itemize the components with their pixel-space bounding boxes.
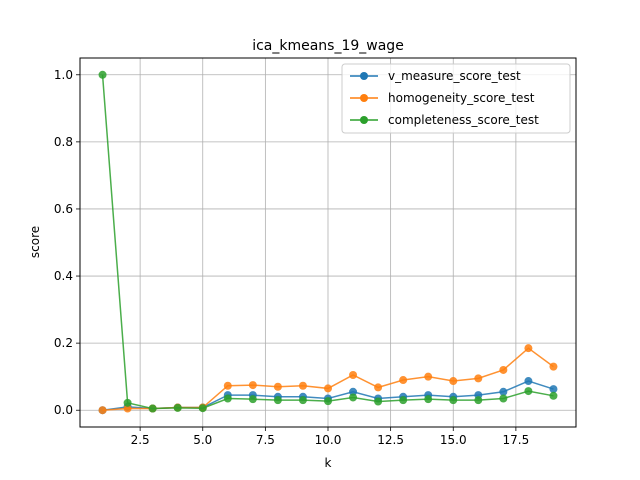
data-point	[524, 344, 533, 353]
data-point	[499, 394, 508, 403]
series-completeness-score-test	[98, 70, 558, 413]
data-point	[474, 396, 483, 405]
data-point	[499, 365, 508, 374]
x-axis-ticks: 2.5 5.0 7.5 10.0 12.5 15.0 17.5	[131, 427, 530, 447]
y-tick-label: 1.0	[54, 68, 73, 82]
data-point	[374, 397, 383, 406]
x-tick-label: 2.5	[131, 433, 150, 447]
data-point	[198, 404, 207, 413]
data-point	[123, 398, 132, 407]
x-tick-label: 17.5	[503, 433, 530, 447]
data-point	[524, 377, 533, 386]
data-point	[424, 395, 433, 404]
x-tick-label: 12.5	[377, 433, 404, 447]
x-tick-label: 10.0	[315, 433, 342, 447]
data-point	[173, 403, 182, 412]
legend: v_measure_score_test homogeneity_score_te…	[341, 63, 571, 134]
data-point	[223, 394, 232, 403]
data-point	[349, 393, 358, 402]
y-tick-label: 0.4	[54, 269, 73, 283]
legend-marker	[360, 94, 368, 102]
grid-lines	[80, 58, 576, 427]
y-tick-label: 0.2	[54, 336, 73, 350]
data-point	[148, 404, 157, 413]
y-tick-label: 0.6	[54, 202, 73, 216]
chart-title: ica_kmeans_19_wage	[252, 38, 404, 54]
data-point	[374, 383, 383, 392]
data-point	[123, 404, 132, 413]
data-point	[98, 406, 107, 415]
legend-item: homogeneity_score_test	[350, 91, 535, 105]
legend-marker	[360, 72, 368, 80]
data-point	[273, 396, 282, 405]
data-point	[449, 377, 458, 386]
y-axis-ticks: 0.0 0.2 0.4 0.6 0.8 1.0	[54, 68, 80, 417]
data-point	[324, 397, 332, 406]
x-tick-label: 5.0	[193, 433, 212, 447]
data-point	[324, 384, 332, 393]
data-point	[298, 396, 307, 405]
data-point	[98, 70, 107, 79]
data-point	[524, 387, 533, 396]
data-point	[223, 381, 232, 390]
data-point	[424, 372, 433, 381]
x-tick-label: 15.0	[440, 433, 467, 447]
data-point	[349, 387, 358, 396]
data-point	[499, 387, 508, 396]
series-layer	[98, 70, 558, 415]
y-tick-label: 0.0	[54, 403, 73, 417]
data-point	[248, 395, 257, 404]
x-axis-label: k	[325, 456, 332, 470]
legend-label: homogeneity_score_test	[388, 91, 535, 105]
data-point	[549, 362, 558, 371]
data-point	[474, 374, 483, 383]
data-point	[349, 371, 358, 380]
data-point	[248, 381, 257, 390]
data-point	[449, 396, 458, 405]
legend-item: completeness_score_test	[350, 113, 539, 127]
legend-marker	[360, 116, 368, 124]
legend-label: v_measure_score_test	[388, 69, 521, 83]
legend-item: v_measure_score_test	[350, 69, 521, 83]
x-tick-label: 7.5	[256, 433, 275, 447]
legend-box	[341, 63, 571, 134]
legend-label: completeness_score_test	[388, 113, 539, 127]
data-point	[399, 376, 408, 385]
y-tick-label: 0.8	[54, 135, 73, 149]
y-axis-label: score	[28, 226, 42, 258]
data-point	[549, 391, 558, 400]
data-point	[273, 382, 282, 391]
data-point	[399, 396, 408, 405]
data-point	[549, 385, 558, 394]
data-point	[298, 381, 307, 390]
